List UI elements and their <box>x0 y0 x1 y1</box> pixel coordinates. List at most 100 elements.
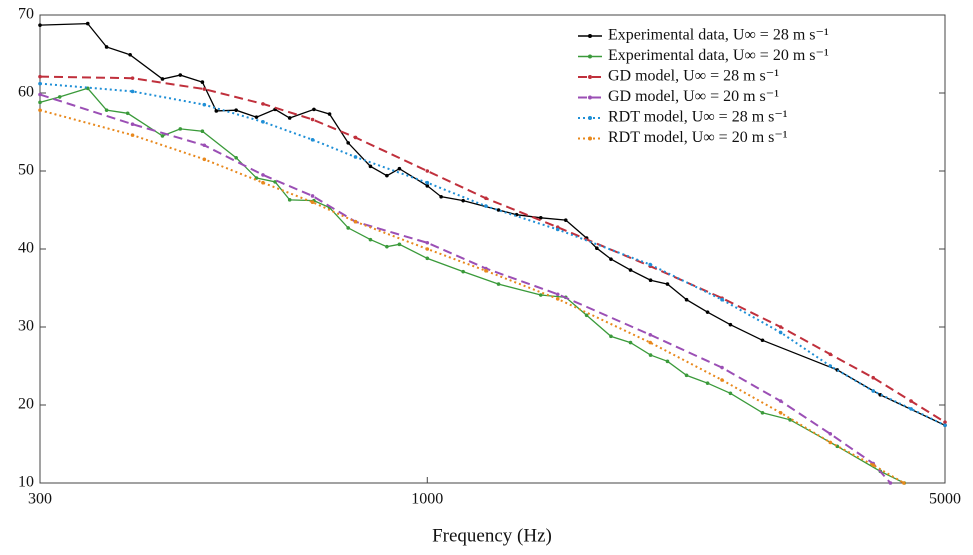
point-marker <box>648 333 653 337</box>
legend-label: GD model, U∞ = 20 m s⁻¹ <box>608 88 779 105</box>
point-marker <box>828 352 833 357</box>
point-marker <box>425 169 430 173</box>
point-marker <box>888 481 893 485</box>
legend-label: Experimental data, U∞ = 28 m s⁻¹ <box>608 27 829 44</box>
point-marker <box>200 80 205 84</box>
point-marker <box>202 102 207 107</box>
point-marker <box>385 244 389 249</box>
point-marker <box>705 310 710 314</box>
point-marker <box>287 198 292 202</box>
point-marker <box>871 389 876 393</box>
point-marker <box>628 340 633 345</box>
point-marker <box>200 129 205 134</box>
point-marker <box>368 237 373 242</box>
point-marker <box>943 423 947 428</box>
point-marker <box>778 330 783 335</box>
point-marker <box>346 226 350 230</box>
point-marker <box>555 292 560 297</box>
point-marker <box>38 81 42 86</box>
legend-marker <box>588 95 592 100</box>
point-marker <box>648 340 653 345</box>
point-marker <box>368 164 373 169</box>
point-marker <box>261 173 265 177</box>
point-marker <box>909 399 913 403</box>
point-marker <box>425 256 430 261</box>
point-marker <box>648 353 653 357</box>
point-marker <box>648 262 653 267</box>
point-marker <box>38 23 42 27</box>
series-line <box>39 109 905 484</box>
legend-marker <box>588 34 592 38</box>
point-marker <box>425 180 430 185</box>
point-marker <box>555 297 560 301</box>
point-marker <box>310 200 315 204</box>
point-marker <box>484 196 488 201</box>
point-marker <box>397 242 402 247</box>
point-marker <box>760 411 765 415</box>
point-marker <box>728 391 733 396</box>
point-marker <box>130 133 135 137</box>
point-marker <box>353 155 358 159</box>
point-marker <box>234 155 238 160</box>
y-tick-label: 60 <box>18 84 34 101</box>
x-tick-label: 300 <box>28 491 52 508</box>
point-marker <box>760 338 765 343</box>
series-line <box>39 87 905 484</box>
point-marker <box>310 138 315 142</box>
point-marker <box>778 411 783 415</box>
point-marker <box>425 184 430 188</box>
point-marker <box>720 365 724 370</box>
point-marker <box>160 134 165 138</box>
point-marker <box>125 111 130 116</box>
point-marker <box>496 208 501 212</box>
point-marker <box>461 269 465 274</box>
point-marker <box>38 100 42 105</box>
point-marker <box>353 135 358 140</box>
series-line <box>39 82 946 427</box>
point-marker <box>130 89 135 94</box>
point-marker <box>439 194 443 199</box>
x-axis-title: Frequency (Hz) <box>432 525 552 546</box>
point-marker <box>609 257 613 261</box>
point-marker <box>310 194 315 198</box>
point-marker <box>943 420 947 424</box>
series-line <box>39 22 946 426</box>
point-marker <box>595 246 599 251</box>
point-marker <box>38 74 42 79</box>
point-marker <box>563 218 568 222</box>
point-marker <box>665 359 670 364</box>
point-marker <box>104 108 109 112</box>
series-line <box>39 75 946 424</box>
point-marker <box>130 122 135 126</box>
point-marker <box>178 127 183 131</box>
series-line <box>39 93 892 484</box>
point-marker <box>57 95 62 99</box>
x-tick-label: 1000 <box>411 491 443 508</box>
point-marker <box>705 381 710 385</box>
point-marker <box>538 216 543 220</box>
point-marker <box>461 198 465 203</box>
y-tick-label: 20 <box>18 396 34 413</box>
point-marker <box>871 463 876 467</box>
point-marker <box>385 173 389 178</box>
point-marker <box>828 364 833 368</box>
point-marker <box>902 481 906 485</box>
y-tick-label: 30 <box>18 318 34 335</box>
y-tick-label: 70 <box>18 6 34 23</box>
point-marker <box>327 112 332 116</box>
point-marker <box>555 227 560 232</box>
point-marker <box>128 52 132 57</box>
point-marker <box>484 204 488 208</box>
y-tick-label: 10 <box>18 474 34 491</box>
point-marker <box>261 180 265 185</box>
point-marker <box>202 143 207 148</box>
point-marker <box>346 141 350 145</box>
point-marker <box>778 399 783 403</box>
legend-marker <box>588 116 592 120</box>
legend-label: RDT model, U∞ = 20 m s⁻¹ <box>608 129 788 146</box>
legend-label: RDT model, U∞ = 28 m s⁻¹ <box>608 109 788 126</box>
point-marker <box>425 247 430 251</box>
legend-marker <box>588 54 592 59</box>
point-marker <box>484 269 488 273</box>
